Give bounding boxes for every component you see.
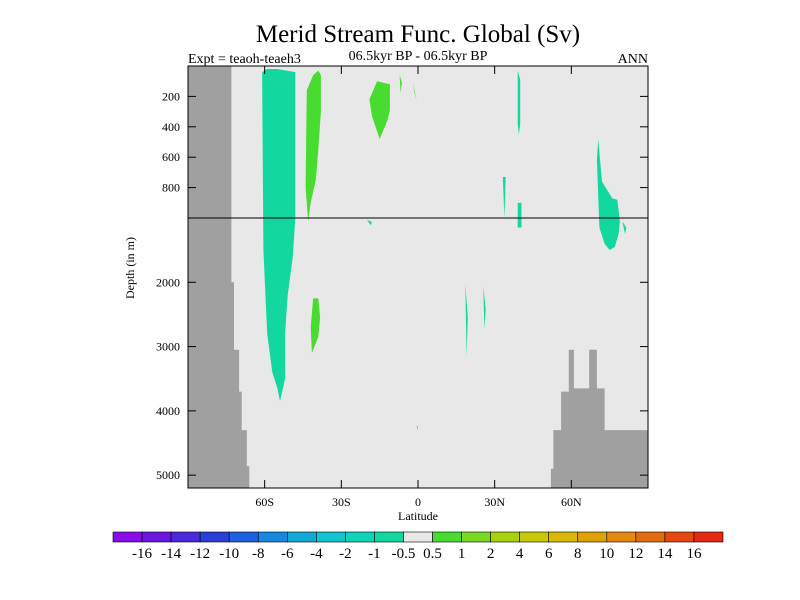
y-tick-label: 2000 <box>156 275 180 289</box>
land-mask-0 <box>188 66 250 488</box>
colorbar-label: 12 <box>628 546 643 562</box>
x-tick-label: 60N <box>561 495 582 509</box>
colorbar-label: -8 <box>252 546 265 562</box>
colorbar-swatch <box>170 531 201 543</box>
colorbar-swatch <box>519 531 550 543</box>
colorbar-label: -1 <box>368 546 381 562</box>
chart-subtitle-center: 06.5kyr BP - 06.5kyr BP <box>349 49 488 64</box>
contour-patch-12 <box>502 177 506 218</box>
colorbar-swatch <box>577 531 608 543</box>
contour-patch-11 <box>517 70 521 135</box>
colorbar-label: -0.5 <box>392 546 416 562</box>
colorbar-label: 4 <box>516 546 524 562</box>
colorbar-swatch <box>490 531 520 543</box>
axis-ticks: 60S 30S 0 30N 60N 200 400 600 800 2000 3000 4000 500… <box>156 66 648 509</box>
colorbar-label: -12 <box>190 546 210 562</box>
colorbar-label: -10 <box>219 546 239 562</box>
y-axis-label: Depth (in m) <box>123 237 137 299</box>
colorbar-swatch <box>635 531 666 543</box>
colorbar-label: 0.5 <box>423 546 442 562</box>
colorbar-swatch <box>664 531 695 543</box>
colorbar-swatch <box>228 531 259 543</box>
contour-patch-4 <box>310 298 321 353</box>
contour-patch-10 <box>483 286 486 329</box>
chart-subtitle-left: Expt = teaoh-teaeh3 <box>188 52 301 67</box>
colorbar-label: 14 <box>657 546 673 562</box>
x-axis-label: Latitude <box>398 509 438 523</box>
y-tick-label: 400 <box>162 120 180 134</box>
plot-features <box>188 66 648 488</box>
colorbar-label: -16 <box>132 546 152 562</box>
colorbar-swatch <box>141 531 172 543</box>
x-tick-label: 30S <box>332 495 351 509</box>
contour-patch-5 <box>369 81 390 139</box>
x-tick-label: 30N <box>484 495 505 509</box>
contour-patch-14 <box>596 139 620 251</box>
x-tick-label: 60S <box>255 495 274 509</box>
y-tick-label: 4000 <box>156 404 180 418</box>
colorbar-label: 16 <box>686 546 702 562</box>
chart-subtitle-right: ANN <box>618 52 648 67</box>
colorbar-swatch <box>112 531 143 543</box>
y-tick-label: 5000 <box>156 468 180 482</box>
colorbar-swatch <box>548 531 579 543</box>
colorbar-swatch <box>693 531 724 543</box>
x-tick-label: 0 <box>415 495 421 509</box>
colorbar-swatch <box>461 531 491 543</box>
colorbar-swatch <box>199 531 230 543</box>
contour-patch-15 <box>622 221 627 235</box>
y-tick-label: 800 <box>162 181 180 195</box>
contour-patch-13 <box>517 202 522 228</box>
colorbar-swatch <box>606 531 637 543</box>
colorbar-swatch <box>403 531 433 543</box>
colorbar-swatch <box>316 531 346 543</box>
contour-patch-2 <box>262 69 296 402</box>
colorbar-swatch <box>286 531 317 543</box>
contour-patch-6 <box>399 75 402 94</box>
y-tick-label: 600 <box>162 150 180 164</box>
contour-patch-7 <box>412 82 417 101</box>
colorbar-swatch <box>257 531 288 543</box>
chart-title: Merid Stream Func. Global (Sv) <box>256 21 580 48</box>
colorbar-swatch <box>345 531 375 543</box>
colorbar-label: 8 <box>574 546 582 562</box>
colorbar-label: -6 <box>281 546 294 562</box>
colorbar-swatch <box>432 531 462 543</box>
y-tick-label: 200 <box>162 89 180 103</box>
colorbar-label: 2 <box>487 546 495 562</box>
colorbar-label: 6 <box>545 546 553 562</box>
colorbar-label: -2 <box>339 546 352 562</box>
y-tick-label: 3000 <box>156 340 180 354</box>
colorbar: -16 -14 -12 -10 -8 -6 -4 -2 -1 -0.5 0.5 1 2 4 6 8 10 12 14… <box>112 531 724 562</box>
contour-patch-16 <box>416 426 418 431</box>
colorbar-label: -14 <box>161 546 181 562</box>
colorbar-label: -4 <box>310 546 323 562</box>
colorbar-swatch <box>374 531 404 543</box>
contour-patch-9 <box>465 283 468 357</box>
colorbar-label: 10 <box>599 546 614 562</box>
land-mask-1 <box>550 349 648 488</box>
contour-patch-3 <box>305 70 321 222</box>
contour-patch-8 <box>366 219 372 226</box>
colorbar-label: 1 <box>458 546 466 562</box>
